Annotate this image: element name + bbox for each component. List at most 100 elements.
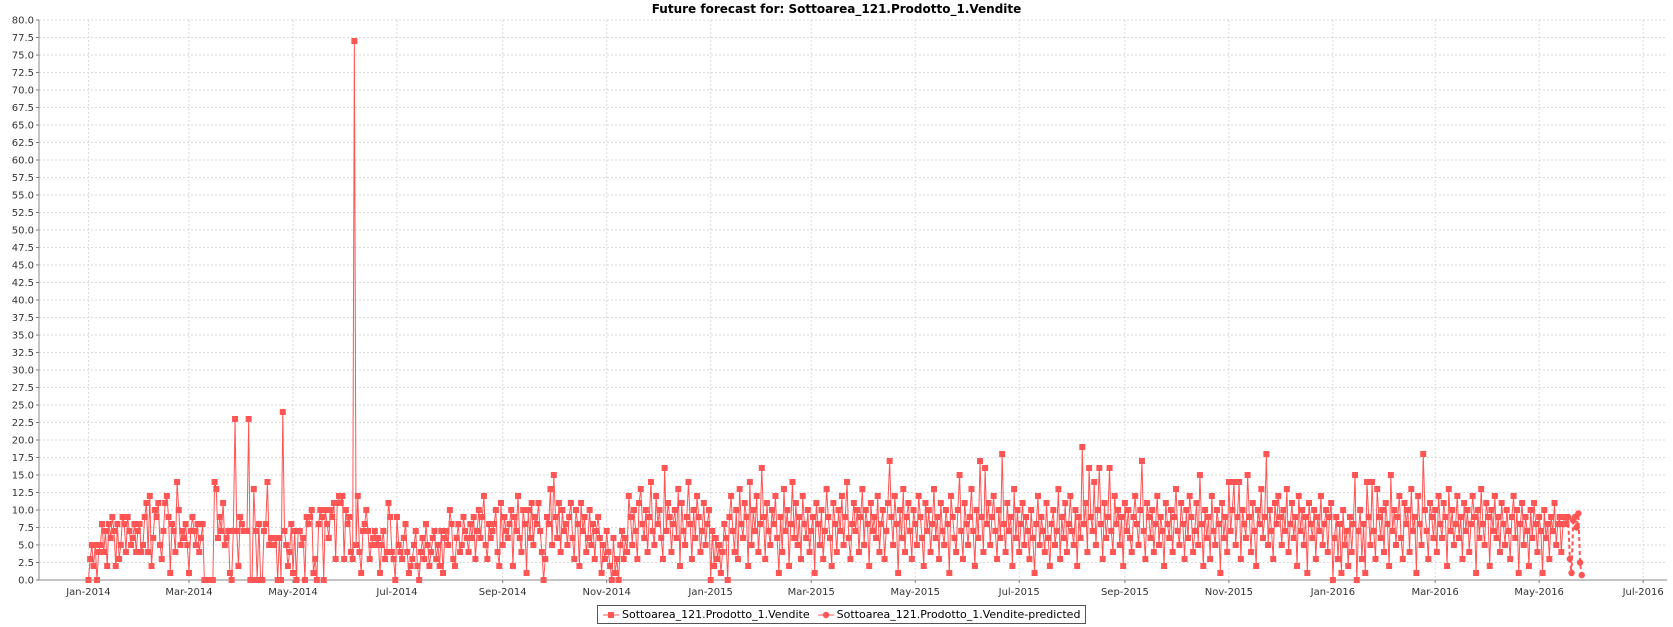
actual-point — [1493, 535, 1500, 541]
actual-point — [1481, 542, 1488, 548]
actual-point — [1519, 500, 1526, 506]
actual-point — [624, 549, 631, 555]
actual-point — [734, 556, 741, 562]
actual-point — [214, 535, 221, 541]
actual-point — [417, 549, 424, 555]
actual-point — [632, 528, 639, 534]
actual-point — [944, 521, 951, 527]
actual-point — [988, 514, 995, 520]
actual-point — [1099, 556, 1106, 562]
actual-point — [1488, 507, 1495, 513]
actual-point — [353, 542, 360, 548]
x-tick-label: Sep-2014 — [479, 587, 527, 598]
actual-point — [1026, 556, 1033, 562]
actual-point — [1498, 500, 1505, 506]
actual-point — [818, 507, 825, 513]
actual-point — [1398, 535, 1405, 541]
actual-point — [129, 535, 136, 541]
y-tick-label: 80.0 — [12, 16, 34, 27]
actual-point — [1549, 528, 1556, 534]
actual-point — [93, 577, 100, 583]
actual-point — [1292, 514, 1299, 520]
actual-point — [245, 416, 252, 422]
actual-point — [475, 507, 482, 513]
actual-point — [359, 528, 366, 534]
actual-point — [571, 556, 578, 562]
actual-point — [1449, 507, 1456, 513]
actual-point — [583, 549, 590, 555]
y-tick-label: 10.0 — [12, 506, 34, 517]
actual-point — [1120, 563, 1127, 569]
actual-point — [1522, 514, 1529, 520]
actual-point — [97, 542, 104, 548]
actual-point — [1145, 514, 1152, 520]
actual-point — [825, 514, 832, 520]
actual-point — [1217, 570, 1224, 576]
actual-point — [1130, 514, 1137, 520]
actual-point — [907, 528, 914, 534]
actual-point — [1263, 451, 1270, 457]
actual-point — [722, 535, 729, 541]
actual-point — [1294, 563, 1301, 569]
actual-point — [170, 528, 177, 534]
actual-point — [95, 549, 102, 555]
actual-point — [223, 535, 230, 541]
actual-point — [344, 521, 351, 527]
actual-point — [637, 486, 644, 492]
actual-point — [1244, 472, 1251, 478]
predicted-point — [1575, 510, 1582, 517]
actual-point — [656, 507, 663, 513]
actual-point — [859, 486, 866, 492]
actual-point — [334, 500, 341, 506]
actual-point — [421, 556, 428, 562]
actual-point — [422, 521, 429, 527]
actual-point — [845, 535, 852, 541]
actual-point — [572, 507, 579, 513]
actual-point — [128, 542, 135, 548]
actual-point — [697, 549, 704, 555]
actual-point — [1113, 521, 1120, 527]
actual-point — [1541, 507, 1548, 513]
actual-point — [1208, 493, 1215, 499]
actual-point — [1473, 570, 1480, 576]
actual-point — [1283, 486, 1290, 492]
actual-point — [813, 500, 820, 506]
actual-point — [704, 521, 711, 527]
actual-point — [186, 570, 193, 576]
actual-point — [992, 528, 999, 534]
actual-point — [445, 542, 452, 548]
actual-point — [941, 542, 948, 548]
actual-point — [1459, 556, 1466, 562]
actual-point — [363, 507, 370, 513]
actual-point — [1435, 493, 1442, 499]
actual-point — [262, 521, 269, 527]
actual-point — [138, 549, 145, 555]
actual-point — [366, 556, 373, 562]
actual-point — [1507, 556, 1514, 562]
actual-point — [405, 570, 412, 576]
actual-point — [382, 556, 389, 562]
predicted-point — [1573, 524, 1580, 531]
actual-point — [308, 507, 315, 513]
actual-point — [1087, 514, 1094, 520]
actual-point — [743, 514, 750, 520]
actual-point — [1254, 507, 1261, 513]
actual-point — [433, 556, 440, 562]
actual-point — [327, 507, 334, 513]
actual-point — [393, 514, 400, 520]
y-tick-label: 22.5 — [12, 418, 34, 429]
actual-point — [1343, 528, 1350, 534]
actual-point — [1544, 521, 1551, 527]
actual-point — [939, 528, 946, 534]
actual-point — [738, 521, 745, 527]
actual-point — [457, 549, 464, 555]
x-tick-label: Mar-2016 — [1412, 587, 1459, 598]
actual-point — [1125, 507, 1132, 513]
actual-point — [1394, 514, 1401, 520]
actual-point — [772, 493, 779, 499]
actual-point — [496, 563, 503, 569]
actual-point — [92, 542, 99, 548]
actual-point — [1103, 535, 1110, 541]
actual-point — [1491, 493, 1498, 499]
